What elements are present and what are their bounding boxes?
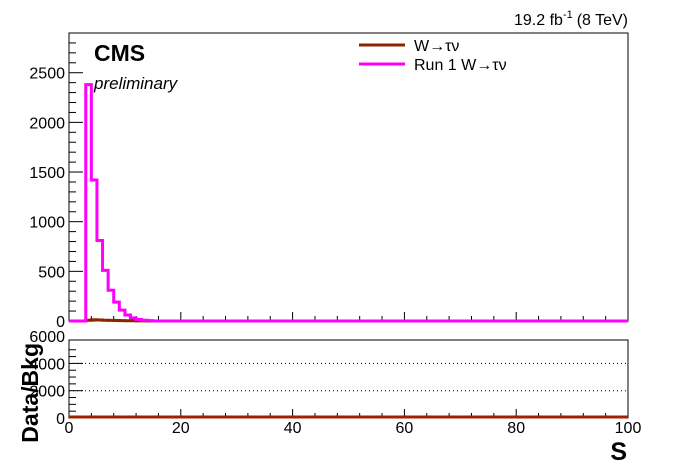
ratio-frame: [68, 339, 629, 419]
series-run1-w-tau-nu-line: [69, 83, 628, 323]
ratio-x-tick-label: 0: [65, 420, 74, 437]
ratio-y-axis: 0 2000 4000 6000: [29, 329, 83, 428]
ratio-y-axis-title: Data/Bkg: [17, 343, 43, 443]
lumi-energy: (8 TeV): [577, 12, 628, 29]
ratio-x-tick-label: 20: [172, 420, 190, 437]
ratio-y-tick-label: 6000: [29, 329, 65, 346]
main-y-tick-label: 500: [38, 264, 65, 281]
main-y-tick-label: 1000: [29, 215, 65, 232]
main-y-tick-label: 1500: [29, 165, 65, 182]
ratio-x-axis: 0 20 40 60 80 100: [65, 409, 642, 437]
main-y-tick-label: 0: [56, 314, 65, 331]
ratio-x-tick-label: 40: [284, 420, 302, 437]
ratio-grid: [69, 362, 628, 392]
lumi-label: 19.2 fb-1 (8 TeV): [514, 9, 628, 29]
ratio-y-tick-label: 4000: [29, 356, 65, 373]
main-panel: 0 500 1000 1500 2000 2500 CMS preliminary W→τ…: [29, 32, 629, 331]
main-y-tick-label: 2500: [29, 66, 65, 83]
ratio-x-tick-label: 60: [396, 420, 414, 437]
main-series: [69, 83, 628, 323]
main-y-tick-label: 2000: [29, 115, 65, 132]
legend: W→τν Run 1 W→τν: [359, 38, 507, 74]
lumi-value: 19.2 fb: [514, 12, 563, 29]
ratio-y-tick-label: 0: [56, 411, 65, 428]
cms-label: CMS: [94, 40, 145, 66]
ratio-panel: 0 2000 4000 6000 0 20 40 60 80 100 Data/Bkg S: [17, 329, 641, 466]
ratio-y-tick-label: 2000: [29, 384, 65, 401]
ratio-x-tick-label: 80: [507, 420, 525, 437]
main-y-axis: 0 500 1000 1500 2000 2500: [29, 32, 83, 331]
lumi-exponent: -1: [563, 9, 573, 21]
status-label: preliminary: [93, 74, 179, 93]
ratio-x-tick-label: 100: [615, 420, 642, 437]
x-axis-title: S: [610, 438, 627, 466]
legend-entry-label: Run 1 W→τν: [414, 57, 507, 74]
legend-entry-label: W→τν: [414, 38, 459, 55]
